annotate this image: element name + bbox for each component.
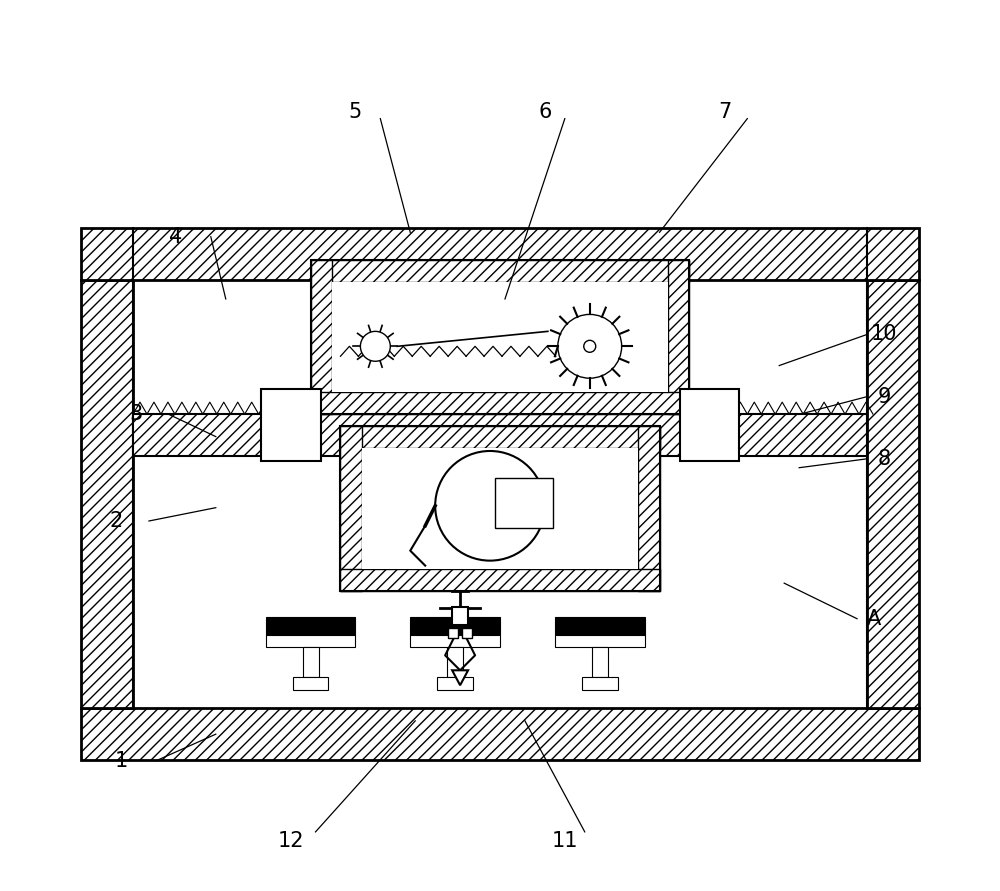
Bar bbox=[303, 648, 319, 677]
Bar bbox=[410, 617, 500, 635]
Bar bbox=[311, 259, 689, 282]
Circle shape bbox=[360, 331, 390, 361]
Bar bbox=[462, 628, 472, 638]
Bar bbox=[362, 448, 638, 568]
Circle shape bbox=[558, 315, 622, 378]
Polygon shape bbox=[452, 670, 468, 685]
Text: 6: 6 bbox=[538, 102, 552, 122]
Bar bbox=[81, 280, 133, 708]
Bar bbox=[867, 280, 919, 708]
Text: 9: 9 bbox=[877, 387, 891, 406]
Bar bbox=[448, 628, 458, 638]
Bar bbox=[311, 259, 332, 414]
Text: A: A bbox=[867, 609, 881, 629]
Circle shape bbox=[584, 340, 596, 352]
Bar bbox=[555, 617, 645, 635]
Text: 10: 10 bbox=[871, 324, 897, 345]
Bar bbox=[266, 617, 355, 635]
Text: 7: 7 bbox=[718, 102, 731, 122]
Bar bbox=[668, 259, 689, 414]
Bar bbox=[81, 228, 919, 280]
Bar bbox=[452, 608, 468, 625]
Bar bbox=[340, 426, 660, 591]
Text: 11: 11 bbox=[552, 830, 578, 851]
Bar bbox=[592, 648, 608, 677]
Bar bbox=[340, 568, 660, 591]
Bar bbox=[332, 282, 668, 392]
Bar bbox=[555, 635, 645, 648]
Bar bbox=[582, 677, 618, 691]
Text: 4: 4 bbox=[169, 227, 183, 247]
Bar bbox=[293, 677, 328, 691]
Bar bbox=[495, 478, 553, 527]
Bar bbox=[266, 635, 355, 648]
Bar bbox=[638, 426, 660, 591]
Bar bbox=[410, 635, 500, 648]
Bar bbox=[133, 414, 867, 456]
Text: 12: 12 bbox=[277, 830, 304, 851]
Text: 8: 8 bbox=[877, 449, 890, 469]
Text: 3: 3 bbox=[129, 405, 143, 424]
Text: 5: 5 bbox=[349, 102, 362, 122]
Bar bbox=[680, 389, 739, 461]
Bar bbox=[311, 392, 689, 414]
Bar bbox=[447, 648, 463, 677]
Bar bbox=[261, 389, 320, 461]
Bar bbox=[340, 426, 660, 448]
Bar bbox=[81, 708, 919, 760]
Bar bbox=[437, 677, 473, 691]
Circle shape bbox=[435, 451, 545, 560]
Bar bbox=[340, 426, 362, 591]
Text: 1: 1 bbox=[114, 751, 128, 771]
Bar bbox=[311, 259, 689, 414]
Text: 2: 2 bbox=[109, 511, 123, 531]
